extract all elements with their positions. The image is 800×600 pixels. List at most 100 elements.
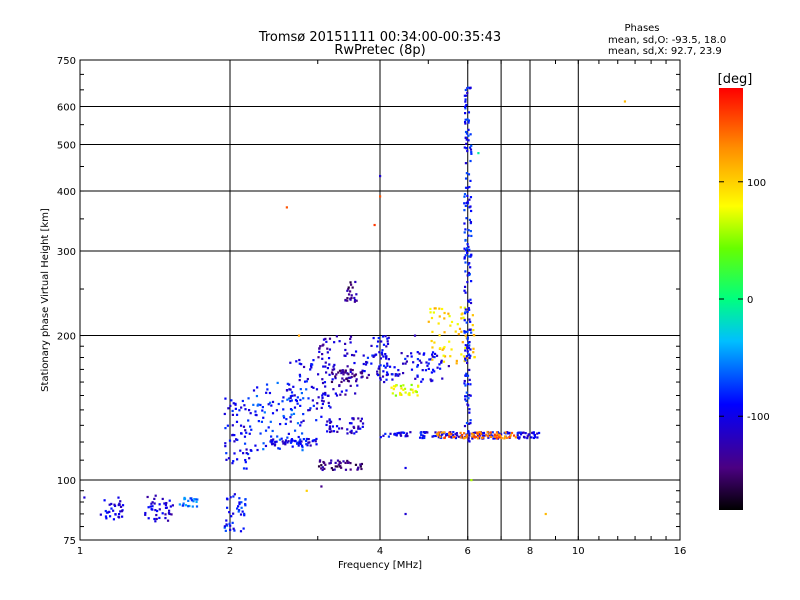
data-point [351, 372, 354, 375]
data-point [464, 398, 467, 401]
data-point [353, 354, 356, 357]
data-point [463, 222, 466, 225]
data-point [292, 412, 296, 415]
data-point [467, 299, 470, 302]
data-point [242, 452, 245, 455]
data-point [299, 424, 302, 427]
data-point [357, 425, 360, 428]
data-point [465, 421, 469, 425]
data-point [443, 317, 446, 320]
data-point [460, 330, 463, 333]
data-point [270, 439, 273, 442]
data-point [271, 429, 274, 433]
data-point [271, 412, 275, 415]
data-point [321, 357, 324, 360]
data-point [454, 330, 457, 333]
data-point [518, 436, 521, 439]
data-point [254, 410, 257, 413]
data-point [245, 451, 248, 455]
data-point [422, 353, 425, 356]
data-point [243, 512, 246, 515]
data-point [505, 436, 508, 439]
data-point [236, 438, 239, 442]
data-point [420, 433, 423, 436]
data-point [443, 436, 446, 439]
data-point [418, 436, 422, 439]
data-point [384, 366, 387, 369]
data-point [500, 436, 503, 440]
data-point [302, 365, 306, 369]
y-axis-label: Stationary phase Virtual Height [km] [40, 208, 51, 392]
data-point [103, 499, 106, 502]
data-point [322, 365, 325, 368]
data-point [321, 378, 324, 381]
data-point [377, 367, 380, 370]
data-point [334, 461, 337, 464]
data-point [330, 467, 333, 470]
data-point [154, 494, 157, 497]
data-point [498, 434, 501, 437]
data-point [309, 407, 312, 410]
data-point [278, 438, 282, 441]
data-point [146, 495, 149, 499]
data-point [430, 371, 433, 374]
data-point [336, 459, 340, 462]
data-point [465, 355, 468, 358]
data-point [428, 358, 431, 361]
data-point [468, 434, 471, 437]
data-point [373, 354, 376, 357]
data-point [233, 529, 236, 532]
data-point [121, 515, 124, 518]
data-point [296, 442, 299, 445]
data-point [349, 335, 353, 338]
data-point [302, 438, 305, 441]
data-point [401, 362, 405, 365]
data-point [113, 504, 117, 508]
data-point [289, 388, 292, 391]
data-point [427, 320, 430, 323]
data-point [144, 511, 147, 515]
data-point [153, 517, 156, 521]
data-point [447, 365, 450, 368]
data-point [195, 500, 198, 504]
data-point [357, 417, 360, 420]
data-point [242, 467, 246, 470]
data-point [286, 382, 289, 385]
data-point [112, 518, 116, 521]
data-point [464, 122, 467, 125]
data-point [280, 437, 283, 440]
data-point [117, 513, 121, 516]
data-point [161, 512, 164, 515]
data-point [149, 505, 152, 508]
data-point [443, 311, 446, 315]
data-point [309, 364, 313, 367]
data-point [243, 435, 247, 438]
data-point [299, 442, 302, 446]
data-point [385, 378, 388, 381]
data-point [374, 353, 378, 356]
data-point [468, 408, 471, 411]
data-point [467, 139, 470, 142]
data-point [331, 372, 334, 376]
data-point [461, 341, 464, 344]
data-point [171, 504, 174, 507]
data-point [292, 385, 295, 388]
data-point [399, 393, 402, 396]
data-point [343, 354, 346, 357]
data-point [320, 415, 323, 418]
data-point [329, 461, 332, 465]
data-point [318, 459, 322, 462]
data-point [244, 498, 247, 501]
data-point [346, 299, 349, 302]
data-point [353, 300, 356, 303]
data-point [322, 338, 326, 341]
data-point [349, 462, 352, 465]
data-point [327, 401, 330, 405]
data-point [311, 363, 314, 366]
data-point [297, 435, 300, 439]
data-point [519, 433, 523, 436]
data-point [271, 440, 274, 443]
data-point [476, 434, 480, 437]
data-point [455, 434, 459, 437]
data-point [464, 311, 467, 314]
